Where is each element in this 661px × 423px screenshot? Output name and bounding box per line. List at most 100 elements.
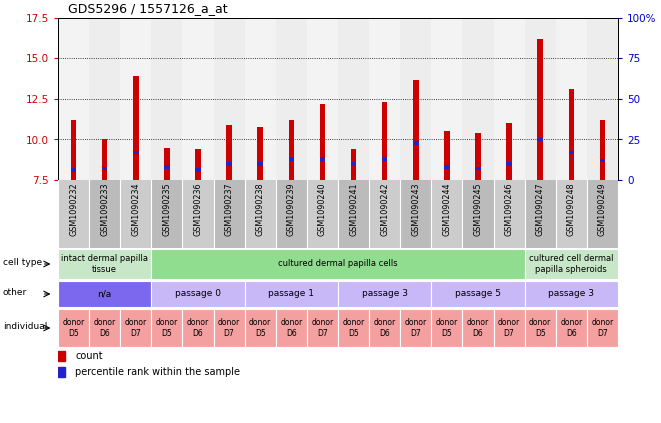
Bar	[382, 157, 387, 161]
Text: cultured cell dermal
papilla spheroids: cultured cell dermal papilla spheroids	[529, 254, 613, 274]
Bar	[58, 281, 151, 307]
Bar	[245, 18, 276, 180]
Bar	[182, 180, 214, 248]
Bar	[120, 18, 151, 180]
Bar	[120, 309, 151, 347]
Bar	[432, 180, 463, 248]
Bar	[525, 180, 556, 248]
Bar	[102, 167, 108, 170]
Bar	[289, 120, 294, 180]
Bar	[463, 309, 494, 347]
Text: individual: individual	[3, 321, 48, 330]
Bar	[58, 309, 89, 347]
Bar	[587, 180, 618, 248]
Text: GSM1090247: GSM1090247	[535, 182, 545, 236]
Text: passage 5: passage 5	[455, 289, 501, 299]
Bar	[164, 165, 170, 169]
Bar	[89, 18, 120, 180]
Bar	[400, 18, 432, 180]
Bar	[525, 18, 556, 180]
Text: donor
D5: donor D5	[436, 318, 458, 338]
Text: GSM1090245: GSM1090245	[473, 182, 483, 236]
Bar	[307, 180, 338, 248]
Text: donor
D5: donor D5	[62, 318, 85, 338]
Bar	[151, 18, 182, 180]
Bar	[400, 309, 432, 347]
Text: passage 3: passage 3	[362, 289, 408, 299]
Bar	[58, 249, 151, 279]
Bar	[338, 18, 369, 180]
Text: donor
D7: donor D7	[125, 318, 147, 338]
Bar	[432, 18, 463, 180]
Bar	[226, 125, 232, 180]
Bar	[58, 18, 89, 180]
Bar	[537, 39, 543, 180]
Bar	[214, 180, 245, 248]
Text: cell type: cell type	[3, 258, 42, 267]
Bar	[102, 140, 108, 180]
Bar	[151, 281, 245, 307]
Text: intact dermal papilla
tissue: intact dermal papilla tissue	[61, 254, 148, 274]
Bar	[587, 309, 618, 347]
Text: GSM1090244: GSM1090244	[442, 182, 451, 236]
Bar	[338, 281, 432, 307]
Text: GSM1090242: GSM1090242	[380, 182, 389, 236]
Text: passage 3: passage 3	[549, 289, 594, 299]
Bar	[444, 132, 449, 180]
Bar	[587, 18, 618, 180]
Text: donor
D6: donor D6	[467, 318, 489, 338]
Bar	[307, 309, 338, 347]
Bar	[525, 281, 618, 307]
Bar	[245, 180, 276, 248]
Bar	[320, 157, 325, 161]
Bar	[369, 18, 400, 180]
Bar	[320, 104, 325, 180]
Bar	[444, 165, 449, 169]
Bar	[506, 123, 512, 180]
Text: donor
D7: donor D7	[311, 318, 334, 338]
Bar	[432, 281, 525, 307]
Bar	[214, 18, 245, 180]
Bar	[133, 151, 139, 154]
Text: GSM1090241: GSM1090241	[349, 182, 358, 236]
Bar	[276, 18, 307, 180]
Text: GSM1090249: GSM1090249	[598, 182, 607, 236]
Text: GSM1090233: GSM1090233	[100, 182, 109, 236]
Text: GSM1090248: GSM1090248	[567, 182, 576, 236]
Bar	[71, 168, 77, 172]
Text: cultured dermal papilla cells: cultured dermal papilla cells	[278, 259, 398, 269]
Text: donor
D7: donor D7	[218, 318, 240, 338]
Bar	[257, 126, 263, 180]
Bar	[556, 180, 587, 248]
Text: passage 0: passage 0	[175, 289, 221, 299]
Bar	[226, 162, 232, 165]
Bar	[276, 309, 307, 347]
Text: GSM1090238: GSM1090238	[256, 182, 264, 236]
Bar	[463, 180, 494, 248]
Text: donor
D6: donor D6	[187, 318, 209, 338]
Text: donor
D6: donor D6	[280, 318, 303, 338]
Text: n/a: n/a	[98, 289, 112, 299]
Text: GSM1090246: GSM1090246	[504, 182, 514, 236]
Text: passage 1: passage 1	[268, 289, 315, 299]
Bar	[400, 180, 432, 248]
Bar	[351, 149, 356, 180]
Text: percentile rank within the sample: percentile rank within the sample	[75, 367, 241, 376]
Bar	[338, 309, 369, 347]
Text: GSM1090234: GSM1090234	[132, 182, 140, 236]
Bar	[432, 309, 463, 347]
Bar	[245, 281, 338, 307]
Text: donor
D7: donor D7	[592, 318, 613, 338]
Bar	[475, 167, 481, 170]
Bar	[494, 309, 525, 347]
Bar	[58, 180, 89, 248]
Bar	[600, 120, 605, 180]
Bar	[338, 180, 369, 248]
Bar	[289, 157, 294, 161]
Bar	[89, 309, 120, 347]
Text: GDS5296 / 1557126_a_at: GDS5296 / 1557126_a_at	[68, 2, 227, 15]
Bar	[182, 309, 214, 347]
Bar	[58, 367, 65, 377]
Bar	[568, 89, 574, 180]
Bar	[556, 309, 587, 347]
